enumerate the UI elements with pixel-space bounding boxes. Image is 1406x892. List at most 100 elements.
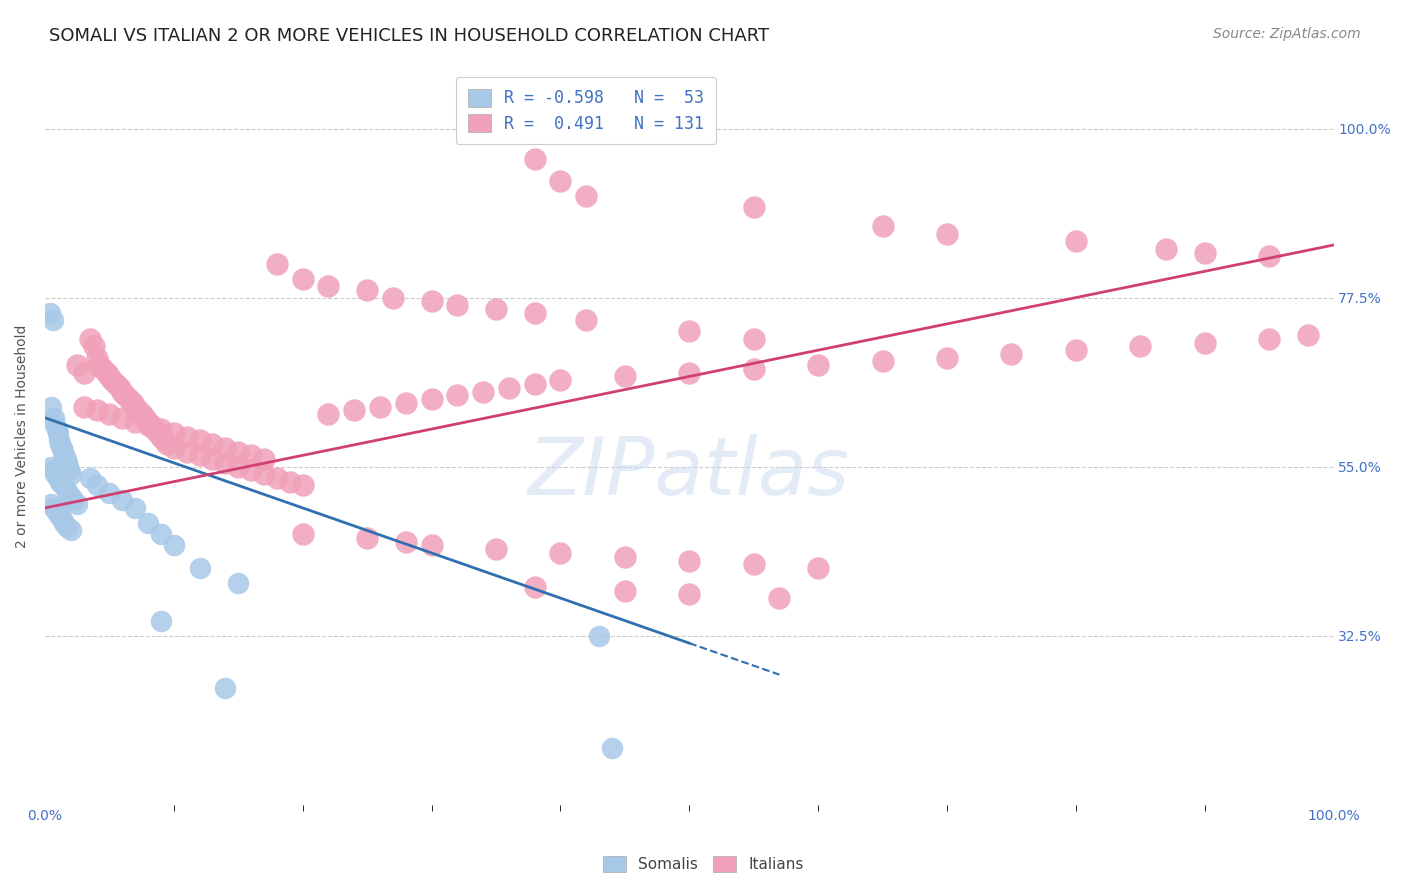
Point bbox=[575, 313, 598, 327]
Point bbox=[87, 358, 110, 372]
Point bbox=[72, 400, 94, 414]
Point bbox=[266, 471, 288, 485]
Point bbox=[101, 373, 124, 387]
Point bbox=[550, 546, 572, 560]
Point bbox=[318, 279, 340, 293]
Point bbox=[149, 614, 172, 628]
Point bbox=[56, 519, 79, 533]
Point bbox=[53, 516, 76, 530]
Point bbox=[53, 448, 76, 462]
Point bbox=[226, 459, 249, 474]
Point bbox=[39, 305, 62, 319]
Point bbox=[59, 490, 82, 504]
Point bbox=[79, 471, 101, 485]
Point bbox=[149, 422, 172, 436]
Point bbox=[127, 403, 149, 417]
Point bbox=[420, 392, 443, 406]
Point bbox=[131, 407, 153, 421]
Point bbox=[121, 396, 143, 410]
Point bbox=[214, 681, 236, 696]
Point bbox=[163, 425, 186, 440]
Y-axis label: 2 or more Vehicles in Household: 2 or more Vehicles in Household bbox=[15, 325, 30, 549]
Point bbox=[201, 437, 224, 451]
Point bbox=[176, 444, 198, 458]
Point bbox=[59, 467, 82, 482]
Point bbox=[55, 482, 77, 496]
Point bbox=[575, 189, 598, 203]
Point bbox=[143, 422, 166, 436]
Text: ZIPatlas: ZIPatlas bbox=[529, 434, 851, 512]
Point bbox=[41, 497, 63, 511]
Point bbox=[742, 332, 765, 346]
Point bbox=[96, 366, 118, 380]
Point bbox=[446, 298, 468, 312]
Point bbox=[356, 531, 378, 545]
Point bbox=[136, 418, 159, 433]
Point bbox=[136, 415, 159, 429]
Point bbox=[678, 587, 700, 601]
Point bbox=[1154, 242, 1177, 256]
Point bbox=[1129, 339, 1152, 353]
Point bbox=[253, 467, 276, 482]
Point bbox=[226, 576, 249, 591]
Point bbox=[278, 475, 301, 489]
Point bbox=[936, 227, 959, 241]
Point bbox=[188, 561, 211, 575]
Point bbox=[41, 313, 63, 327]
Point bbox=[214, 456, 236, 470]
Point bbox=[266, 257, 288, 271]
Point bbox=[368, 400, 391, 414]
Point bbox=[46, 425, 69, 440]
Point bbox=[176, 429, 198, 443]
Point bbox=[104, 376, 127, 391]
Point bbox=[79, 332, 101, 346]
Point bbox=[226, 444, 249, 458]
Point bbox=[318, 407, 340, 421]
Point bbox=[49, 437, 72, 451]
Point bbox=[51, 441, 73, 455]
Point bbox=[356, 283, 378, 297]
Point bbox=[49, 475, 72, 489]
Point bbox=[485, 542, 508, 557]
Point bbox=[872, 219, 894, 234]
Point bbox=[83, 339, 105, 353]
Point bbox=[41, 459, 63, 474]
Point bbox=[678, 366, 700, 380]
Point bbox=[134, 410, 156, 425]
Point bbox=[1258, 249, 1281, 263]
Point bbox=[214, 441, 236, 455]
Point bbox=[498, 381, 520, 395]
Point bbox=[395, 396, 418, 410]
Point bbox=[291, 272, 314, 286]
Point bbox=[111, 493, 134, 508]
Point bbox=[395, 534, 418, 549]
Point bbox=[1194, 335, 1216, 350]
Point bbox=[807, 561, 830, 575]
Point bbox=[523, 305, 546, 319]
Point bbox=[550, 174, 572, 188]
Point bbox=[240, 463, 263, 477]
Point bbox=[872, 354, 894, 368]
Point bbox=[98, 407, 121, 421]
Point bbox=[446, 388, 468, 402]
Point bbox=[108, 381, 131, 395]
Point bbox=[600, 741, 623, 756]
Point bbox=[55, 452, 77, 467]
Point bbox=[1296, 328, 1319, 343]
Point bbox=[48, 434, 70, 448]
Point bbox=[148, 425, 170, 440]
Point bbox=[72, 366, 94, 380]
Point bbox=[66, 358, 89, 372]
Point bbox=[156, 437, 179, 451]
Point bbox=[523, 376, 546, 391]
Point bbox=[111, 410, 134, 425]
Point bbox=[678, 325, 700, 339]
Point bbox=[56, 459, 79, 474]
Point bbox=[381, 291, 404, 305]
Point bbox=[98, 486, 121, 500]
Point bbox=[56, 486, 79, 500]
Point bbox=[188, 434, 211, 448]
Point bbox=[1258, 332, 1281, 346]
Point bbox=[124, 400, 146, 414]
Point bbox=[485, 301, 508, 316]
